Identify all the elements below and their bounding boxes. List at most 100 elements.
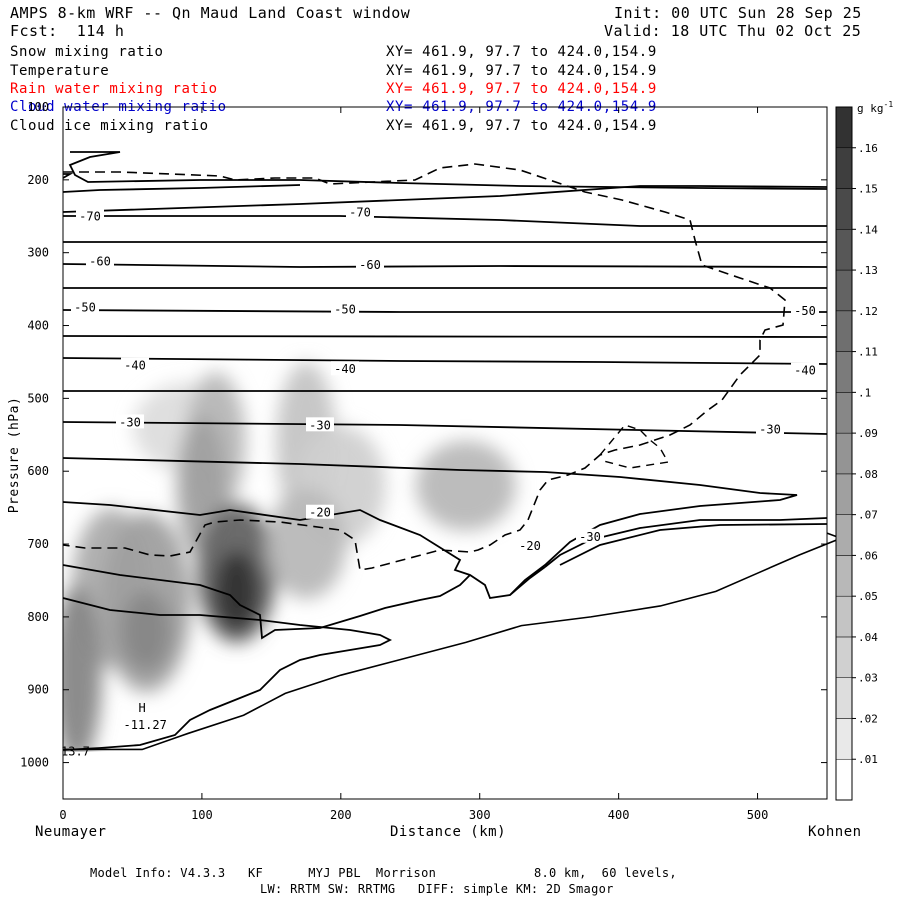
colorbar-label: .16 <box>858 142 878 155</box>
colorbar-swatch <box>835 432 853 475</box>
y-tick-label: 500 <box>27 391 49 405</box>
temp-contour-minus50 <box>62 309 827 313</box>
contour-label-bg <box>116 414 144 429</box>
forecast-hour: Fcst: 114 h <box>10 22 125 40</box>
x-tick-label: 500 <box>747 808 769 822</box>
contour-label-bg <box>76 208 104 223</box>
y-tick-label: 700 <box>27 537 49 551</box>
temp-contour-upper-2 <box>62 173 74 179</box>
colorbar-label: .02 <box>858 712 878 725</box>
colorbar-label: .09 <box>858 427 878 440</box>
field-snow-xy: XY= 461.9, 97.7 to 424.0,154.9 <box>386 44 657 60</box>
model-info-line2: LW: RRTM SW: RRTMG DIFF: simple KM: 2D S… <box>260 882 614 896</box>
y-axis: 100 200 300 400 500 600 700 800 900 1000 <box>20 100 827 770</box>
colorbar-swatch <box>835 269 853 312</box>
colorbar-label: .01 <box>858 753 878 766</box>
right-endpoint-label: Kohnen <box>808 824 862 840</box>
contour-label: -40 <box>794 364 816 378</box>
y-tick-label: 800 <box>27 610 49 624</box>
y-tick-label: 1000 <box>20 756 49 770</box>
colorbar-label: .08 <box>858 468 878 481</box>
colorbar-swatch <box>835 351 853 393</box>
contour-label-bg <box>71 299 99 314</box>
colorbar-swatch <box>835 595 853 638</box>
colorbar-swatch <box>835 392 853 434</box>
colorbar-label: .06 <box>858 549 878 562</box>
high-marker-value: -11.27 <box>123 718 166 732</box>
colorbar-units: g kg-1 <box>857 100 893 115</box>
colorbar-label: .14 <box>858 223 878 236</box>
x-tick-label: 300 <box>469 808 491 822</box>
y-tick-label: 200 <box>27 173 49 187</box>
contour-label-bg <box>86 253 114 268</box>
temp-contour-surface-3 <box>509 566 546 596</box>
colorbar-swatch <box>835 514 853 556</box>
contour-label: -20 <box>519 539 541 553</box>
contour-label-bg <box>791 362 819 377</box>
y-tick-label: 300 <box>27 246 49 260</box>
temp-contour-minus25 <box>62 457 798 599</box>
y-tick-label: 900 <box>27 683 49 697</box>
contour-label: -70 <box>79 209 101 223</box>
contour-label: -30 <box>579 530 601 544</box>
contour-label-bg <box>121 357 149 372</box>
temp-contour-minus40 <box>62 357 828 365</box>
cloud-ice-outline <box>62 163 786 571</box>
cloud-ice-outline-fragment <box>599 424 670 469</box>
contour-label: -30 <box>119 415 141 429</box>
contour-label: -50 <box>334 303 356 317</box>
colorbar-swatch <box>835 147 853 189</box>
temp-contour-surface-1 <box>544 517 828 568</box>
x-axis-label: Distance (km) <box>390 824 506 840</box>
plot-frame <box>62 106 828 800</box>
field-snow-name: Snow mixing ratio <box>10 44 164 60</box>
snow-shading-blob <box>415 440 516 531</box>
contour-label: -50 <box>74 300 96 314</box>
field-temperature-name: Temperature <box>10 63 110 79</box>
y-tick-label: 100 <box>27 100 49 114</box>
field-rain-xy: XY= 461.9, 97.7 to 424.0,154.9 <box>386 81 657 97</box>
x-tick-label: 0 <box>59 808 66 822</box>
colorbar-label: .11 <box>858 346 878 359</box>
snow-shading-blob <box>214 551 259 632</box>
field-cloudice-xy: XY= 461.9, 97.7 to 424.0,154.9 <box>386 118 657 134</box>
contour-label: -60 <box>89 254 111 268</box>
temp-contour-surface-2 <box>559 523 828 566</box>
left-endpoint-label: Neumayer <box>35 824 106 840</box>
contour-label-bg <box>306 504 334 519</box>
contour-label-bg <box>306 417 334 432</box>
colorbar-swatch <box>835 229 853 271</box>
contour-label: -40 <box>334 362 356 376</box>
temp-contour-minus60 <box>62 263 828 268</box>
contour-label-bg <box>346 204 374 219</box>
contour-label: -30 <box>309 418 331 432</box>
colorbar-swatch <box>835 718 853 760</box>
temp-contour-minus15 <box>62 597 393 751</box>
temp-contour-upper-3 <box>62 184 301 193</box>
colorbar: .01 .02 .03 .04 .05 .06 .07 .08 .09 .1 .11 .12 .13 .1… <box>835 106 878 801</box>
contour-label-bg <box>756 421 784 436</box>
contour-label: -60 <box>359 258 381 272</box>
y-tick-label: 600 <box>27 464 49 478</box>
temp-contour-minus45 <box>62 335 828 338</box>
colorbar-label: .13 <box>858 264 878 277</box>
contour-label: -40 <box>124 359 146 373</box>
colorbar-label: .05 <box>858 590 878 603</box>
contour-label-bg <box>356 257 384 272</box>
temperature-contours <box>62 151 828 751</box>
colorbar-swatch <box>835 636 853 678</box>
colorbar-swatch <box>835 106 853 149</box>
field-temperature-xy: XY= 461.9, 97.7 to 424.0,154.9 <box>386 63 657 79</box>
valid-time: Valid: 18 UTC Thu 02 Oct 25 <box>604 22 862 40</box>
below-surface-mask <box>63 529 827 799</box>
colorbar-swatch <box>835 188 853 230</box>
terrain-surface-line <box>63 532 844 751</box>
contour-labels: -70 -70 -60 -60 -50 -50 -50 -40 -40 -40 -30 -30 -30 -… <box>63 204 844 751</box>
colorbar-swatch <box>835 555 853 597</box>
colorbar-label: .07 <box>858 509 878 522</box>
init-time: Init: 00 UTC Sun 28 Sep 25 <box>614 4 862 22</box>
contour-label-bg <box>331 301 359 316</box>
colorbar-label: .03 <box>858 672 878 685</box>
temp-contour-upper-1 <box>68 151 828 190</box>
